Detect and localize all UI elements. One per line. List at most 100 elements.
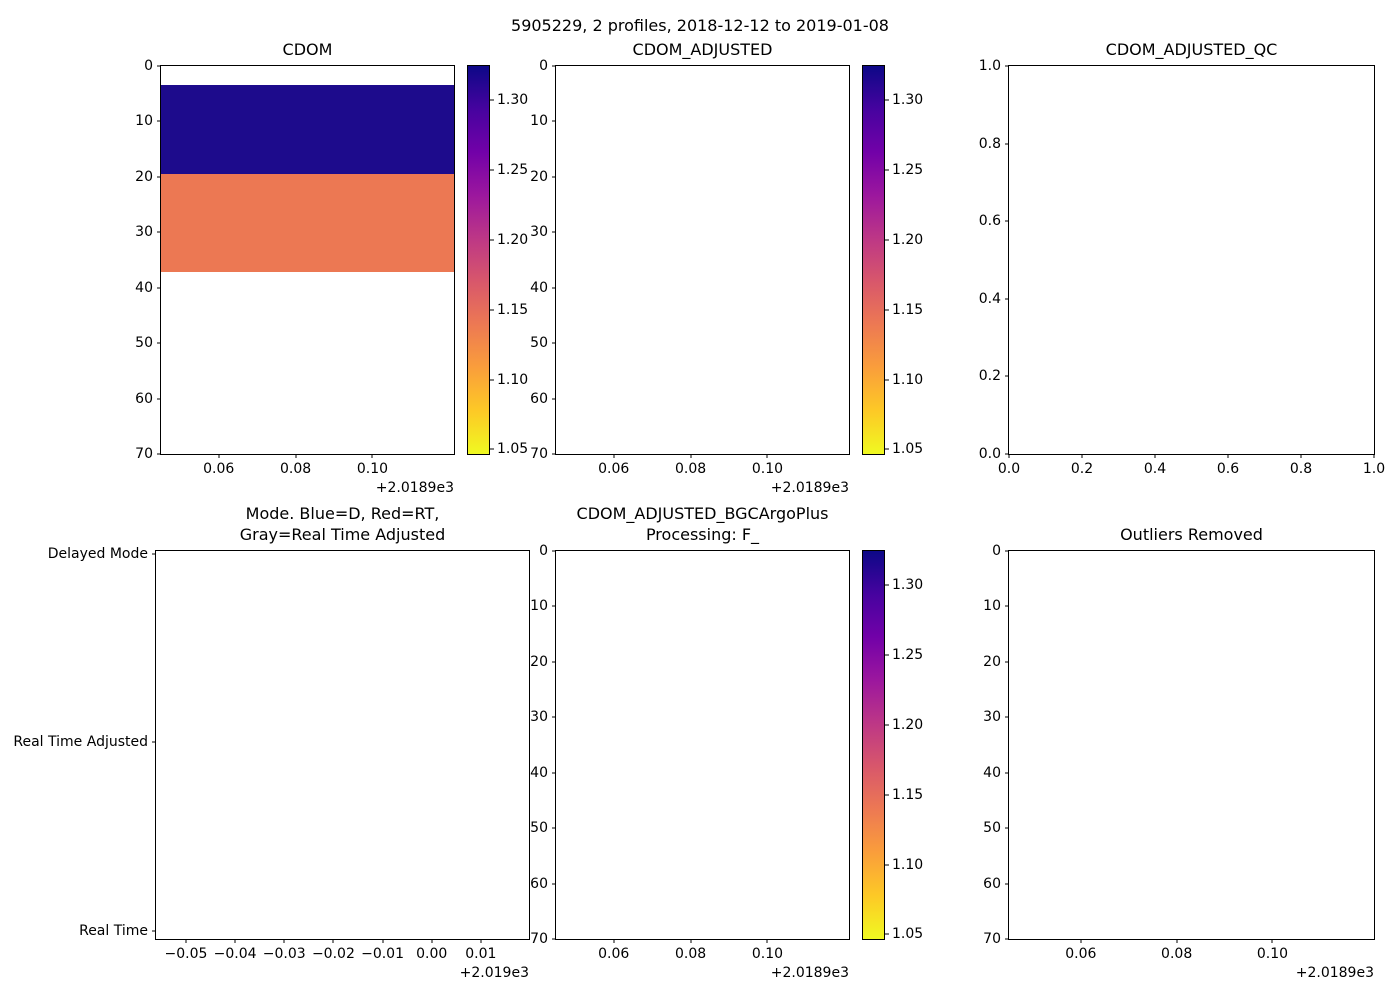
plot-title-line: CDOM_ADJUSTED_BGCArgoPlus: [576, 504, 829, 524]
colorbar-tick-label: 1.10: [892, 856, 924, 873]
y-tick-mark: [1005, 938, 1009, 940]
colorbar-cdom-adjusted: 1.30 1.25 1.20 1.15 1.10 1.05: [862, 65, 923, 457]
x-tick-mark: [1008, 454, 1010, 458]
y-tick-label: 0: [539, 58, 548, 74]
y-tick-label: Delayed Mode: [47, 546, 148, 562]
x-tick-label: 0.10: [751, 946, 784, 962]
colorbar-tick-mark: [885, 933, 889, 935]
x-tick-label: 0.06: [598, 461, 630, 477]
y-tick-mark: [157, 65, 161, 67]
x-tick-mark: [766, 939, 768, 943]
y-tick-label: 50: [135, 335, 153, 352]
y-tick-mark: [152, 741, 156, 743]
y-tick-label: 70: [530, 446, 548, 462]
y-tick-mark: [157, 120, 161, 122]
x-tick-label: 0.00: [416, 946, 448, 962]
x-tick-mark: [690, 454, 692, 458]
colorbar-tick-mark: [885, 724, 889, 726]
x-tick-label: −0.05: [164, 946, 208, 962]
x-tick-mark: [613, 939, 615, 943]
y-tick-label: 0.4: [978, 290, 1001, 307]
x-tick-label: 0.08: [674, 461, 707, 477]
plot-title-line: Mode. Blue=D, Red=RT,: [245, 504, 440, 524]
x-tick-label: 0.06: [598, 946, 630, 962]
x-tick-label: 0.0: [997, 461, 1021, 477]
y-tick-label: 0.6: [978, 213, 1001, 230]
x-axis-offset-label: +2.0189e3: [375, 480, 454, 496]
x-tick-mark: [1271, 939, 1273, 943]
y-tick-mark: [1005, 65, 1009, 67]
plot-title: Mode. Blue=D, Red=RT, Gray=Real Time Adju…: [240, 504, 446, 546]
y-tick-label: 1.0: [978, 58, 1001, 74]
colorbar-tick-label: 1.30: [892, 91, 924, 108]
colorbar-gradient: [862, 550, 885, 940]
y-tick-mark: [552, 716, 556, 718]
subplot-cdom-adjusted: CDOM_ADJUSTED 0.06 0.08 0.10 0 10 20 30 40 50 60 70…: [530, 40, 850, 496]
colorbar-gradient: [467, 65, 490, 455]
plot-title: CDOM_ADJUSTED_QC: [1106, 40, 1278, 61]
x-tick-label: 0.10: [751, 461, 784, 477]
y-tick-label: 10: [530, 113, 548, 130]
y-tick-label: 20: [983, 653, 1001, 670]
x-tick-label: 0.01: [465, 946, 497, 962]
y-tick-mark: [552, 772, 556, 774]
y-tick-label: 50: [530, 820, 548, 837]
x-tick-mark: [218, 454, 220, 458]
y-tick-mark: [152, 930, 156, 932]
y-tick-mark: [552, 287, 556, 289]
x-tick-label: 0.08: [279, 461, 312, 477]
colorbar-tick-mark: [490, 309, 494, 311]
y-tick-mark: [1005, 883, 1009, 885]
y-tick-mark: [1005, 661, 1009, 663]
y-tick-label: 40: [530, 279, 548, 296]
x-axis-offset-label: +2.019e3: [459, 965, 529, 981]
y-tick-label: 40: [530, 764, 548, 781]
y-tick-mark: [552, 827, 556, 829]
plot-title-line: Outliers Removed: [1120, 525, 1263, 545]
subplot-outliers-removed: Outliers Removed 0.06 0.08 0.10 0 10 20 30 40 50 6…: [983, 525, 1375, 981]
x-tick-label: 1.0: [1362, 461, 1386, 477]
y-tick-label: 70: [135, 446, 153, 462]
colorbar-tick-mark: [490, 448, 494, 450]
y-tick-mark: [157, 231, 161, 233]
x-tick-mark: [613, 454, 615, 458]
y-tick-mark: [1005, 375, 1009, 377]
y-tick-label: 70: [530, 931, 548, 947]
subplot-cdom-adjusted-bgcargoplus: CDOM_ADJUSTED_BGCArgoPlus Processing: F_ 0…: [530, 504, 850, 981]
y-tick-label: 0: [992, 543, 1001, 559]
y-tick-label: 50: [983, 820, 1001, 837]
y-tick-mark: [157, 287, 161, 289]
colorbar-tick-label: 1.20: [497, 231, 529, 248]
y-tick-label: 40: [135, 279, 153, 296]
colorbar-tick-label: 1.20: [892, 231, 924, 248]
x-tick-mark: [185, 939, 187, 943]
heatmap-band: [161, 173, 454, 273]
y-tick-label: 60: [983, 875, 1001, 892]
x-tick-mark: [1373, 454, 1375, 458]
colorbar-tick-mark: [490, 379, 494, 381]
x-tick-label: −0.01: [361, 946, 404, 962]
y-tick-mark: [552, 120, 556, 122]
x-tick-mark: [332, 939, 334, 943]
y-tick-mark: [552, 938, 556, 940]
x-tick-label: 0.8: [1289, 461, 1313, 477]
y-tick-label: 60: [530, 875, 548, 892]
x-tick-label: −0.02: [311, 946, 355, 962]
colorbar-tick-label: 1.25: [892, 646, 924, 663]
figure-title: 5905229, 2 profiles, 2018-12-12 to 2019-…: [511, 16, 889, 35]
colorbar-tick-mark: [490, 99, 494, 101]
y-tick-label: 20: [530, 168, 548, 185]
y-tick-label: 0: [144, 58, 153, 74]
colorbar-tick-mark: [885, 654, 889, 656]
colorbar-tick-mark: [885, 864, 889, 866]
y-tick-label: 70: [983, 931, 1001, 947]
y-tick-mark: [552, 883, 556, 885]
y-tick-mark: [552, 661, 556, 663]
y-tick-label: Real Time: [79, 922, 148, 939]
y-tick-mark: [1005, 827, 1009, 829]
colorbar-tick-mark: [885, 794, 889, 796]
x-tick-mark: [371, 454, 373, 458]
x-tick-mark: [234, 939, 236, 943]
colorbar-tick-label: 1.05: [497, 441, 529, 458]
y-tick-label: 10: [135, 113, 153, 130]
